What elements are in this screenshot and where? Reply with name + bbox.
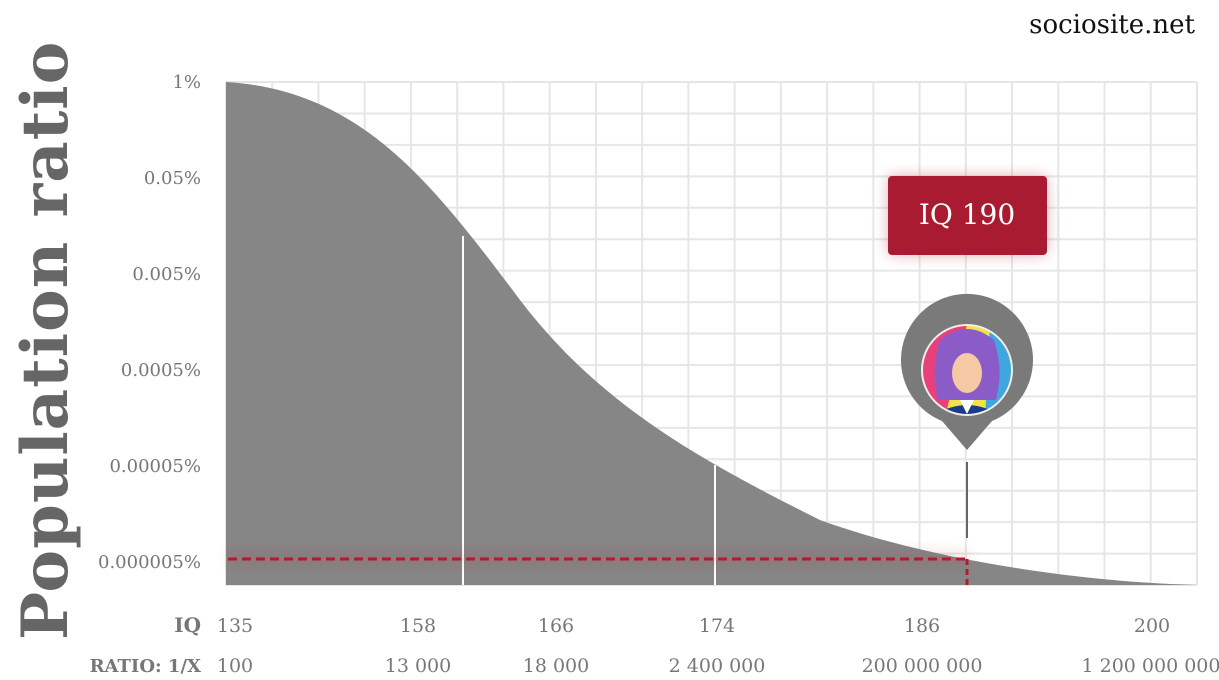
ratio-tick-label: 13 000 xyxy=(385,655,451,677)
ratio-tick-label: 100 xyxy=(217,655,253,677)
iq-tick-label: 166 xyxy=(538,615,574,637)
y-tick-label: 0.0005% xyxy=(121,360,201,381)
iq-tick-label: 186 xyxy=(904,615,940,637)
y-tick-label: 0.005% xyxy=(132,264,201,285)
iq-tick-label: 200 xyxy=(1134,615,1170,637)
iq-row-label: IQ xyxy=(174,613,201,637)
y-tick-labels: 1% 0.05% 0.005% 0.0005% 0.00005% 0.000005% xyxy=(98,72,201,573)
y-tick-label: 0.00005% xyxy=(109,456,201,477)
map-pin xyxy=(901,293,1033,450)
iq-tick-label: 135 xyxy=(217,615,253,637)
isaac-newton-portrait-icon xyxy=(923,326,1011,414)
ratio-tick-label: 2 400 000 xyxy=(669,655,766,677)
y-tick-label: 1% xyxy=(172,72,201,93)
ratio-tick-label: 1 200 000 000 xyxy=(1081,655,1219,677)
distribution-area xyxy=(226,82,1197,585)
ratio-tick-label: 200 000 000 xyxy=(862,655,983,677)
ratio-tick-label: 18 000 xyxy=(523,655,589,677)
callout-label: IQ 190 xyxy=(919,198,1015,231)
iq-callout: IQ 190 xyxy=(888,176,1047,255)
y-tick-label: 0.05% xyxy=(144,168,201,189)
site-name: sociosite.net xyxy=(1029,10,1195,40)
iq-190-marker xyxy=(228,462,969,585)
iq-tick-label: 174 xyxy=(699,615,735,637)
iq-tick-label: 158 xyxy=(400,615,436,637)
y-tick-label: 0.000005% xyxy=(98,552,201,573)
x-tick-labels: 135 158 166 174 186 200 100 13 000 18 000 2 400 0… xyxy=(217,615,1219,677)
ratio-row-label: RATIO: 1/X xyxy=(90,656,201,677)
